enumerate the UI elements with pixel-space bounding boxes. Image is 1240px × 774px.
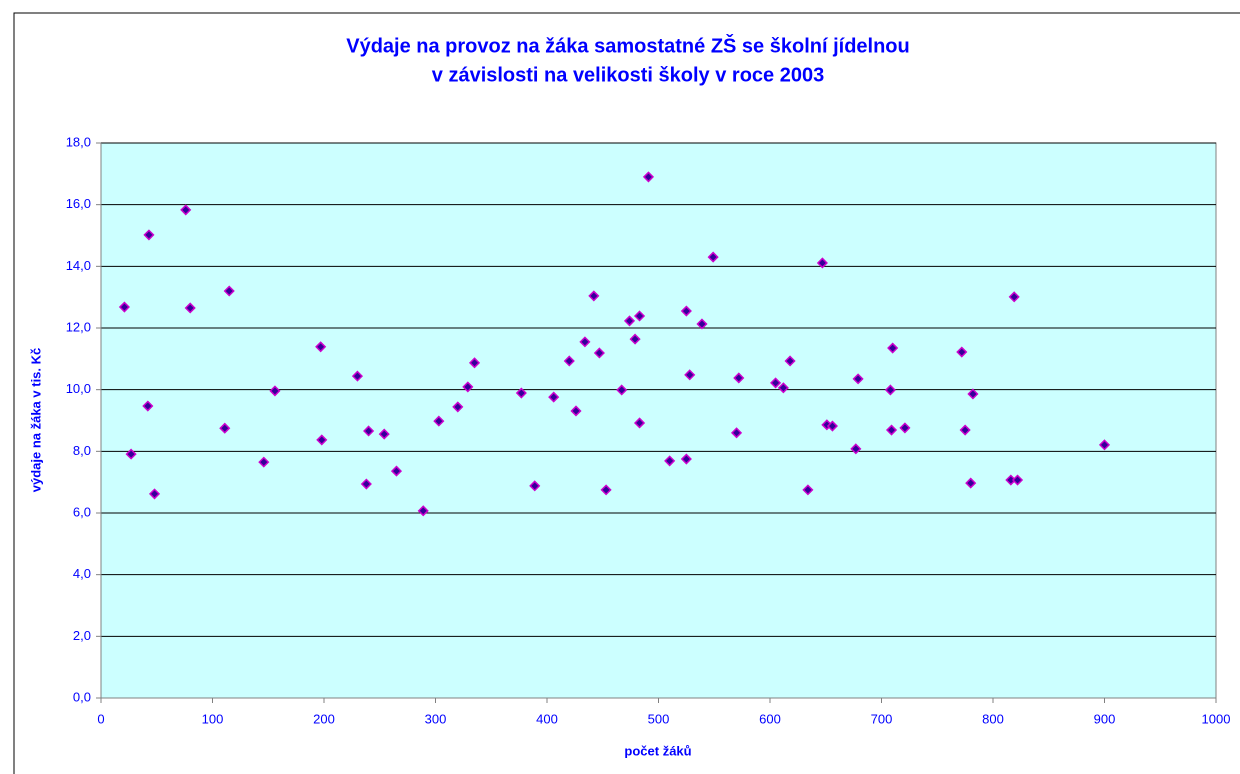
data-point (593, 347, 605, 359)
data-point (680, 453, 692, 465)
data-point (515, 387, 527, 399)
x-tick-label: 400 (536, 711, 558, 726)
data-point (315, 341, 327, 353)
data-point (579, 336, 591, 348)
y-tick-label: 6,0 (73, 504, 91, 519)
data-point (258, 456, 270, 468)
x-tick-label: 0 (97, 711, 104, 726)
data-point (623, 315, 636, 327)
x-tick-label: 600 (759, 711, 781, 726)
y-tick-label: 4,0 (73, 566, 91, 581)
data-point (417, 505, 429, 517)
data-point (363, 425, 375, 437)
data-point (816, 257, 828, 269)
data-point (390, 465, 403, 477)
x-tick-label: 1000 (1202, 711, 1231, 726)
data-point (570, 405, 582, 417)
data-point (180, 204, 192, 216)
data-point (548, 391, 560, 403)
data-point (223, 285, 235, 297)
data-point (616, 384, 628, 396)
x-tick-label: 200 (313, 711, 335, 726)
data-point (965, 477, 977, 489)
data-point (316, 434, 328, 446)
data-point (956, 346, 968, 358)
data-point (826, 420, 839, 432)
data-point (680, 305, 692, 317)
y-axis-title: výdaje na žáka v tis. Kč (28, 348, 43, 493)
data-point (885, 424, 898, 436)
y-tick-label: 18,0 (66, 134, 91, 149)
data-point (884, 384, 896, 396)
y-tick-label: 16,0 (66, 196, 91, 211)
data-point (1008, 291, 1020, 303)
data-point (351, 370, 364, 382)
y-tick-label: 14,0 (66, 258, 91, 273)
data-point (219, 422, 231, 434)
x-tick-label: 800 (982, 711, 1004, 726)
data-point (770, 377, 782, 389)
data-point (733, 372, 745, 384)
data-point (1098, 439, 1111, 451)
y-tick-label: 10,0 (66, 381, 91, 396)
data-point (588, 290, 600, 302)
x-tick-label: 900 (1094, 711, 1116, 726)
data-point (696, 318, 708, 330)
x-tick-label: 700 (871, 711, 893, 726)
data-point (777, 382, 789, 394)
y-tick-label: 2,0 (73, 628, 91, 643)
data-point (452, 401, 464, 413)
chart-title: Výdaje na provoz na žáka samostatné ZŠ s… (346, 33, 910, 57)
chart-title: v závislosti na velikosti školy v roce 2… (432, 64, 824, 86)
data-point (959, 424, 971, 436)
data-point (887, 342, 899, 354)
x-tick-label: 500 (648, 711, 670, 726)
data-point (143, 229, 155, 241)
data-point (664, 455, 676, 467)
data-point (850, 443, 862, 455)
data-point (852, 373, 864, 385)
data-point (684, 369, 696, 381)
data-point (468, 357, 481, 369)
data-point (899, 422, 911, 434)
y-tick-label: 12,0 (66, 319, 91, 334)
data-point (125, 448, 137, 460)
data-point (730, 427, 743, 439)
data-point (563, 355, 575, 367)
data-point (967, 388, 979, 400)
data-point (802, 484, 814, 496)
x-axis-title: počet žáků (624, 743, 691, 758)
data-point (629, 333, 641, 345)
plot-area (100, 142, 1217, 699)
data-point (142, 400, 154, 412)
data-point (707, 251, 719, 263)
data-point (1011, 474, 1024, 486)
x-tick-label: 100 (202, 711, 224, 726)
y-tick-label: 0,0 (73, 689, 91, 704)
data-point (433, 415, 445, 427)
data-point (633, 417, 646, 429)
data-point (269, 385, 281, 397)
data-point (378, 428, 390, 440)
data-point (148, 488, 161, 500)
data-point (118, 301, 130, 313)
y-tick-label: 8,0 (73, 443, 91, 458)
data-point (600, 484, 612, 496)
data-point (360, 478, 372, 490)
x-tick-label: 300 (425, 711, 447, 726)
data-point (529, 480, 541, 492)
data-point (184, 302, 196, 314)
data-point (642, 171, 655, 183)
data-point (784, 355, 796, 367)
data-point (462, 381, 474, 393)
data-point (633, 310, 646, 322)
